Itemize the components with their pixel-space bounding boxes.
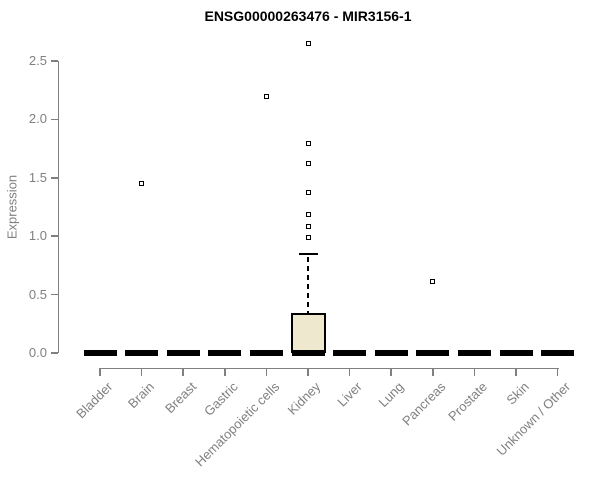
- y-tick-label: 1.5: [28, 169, 47, 185]
- y-tick: [50, 60, 58, 62]
- box-rect: [290, 313, 326, 353]
- median-bar: [457, 350, 491, 356]
- x-tick-label: Liver: [334, 379, 366, 410]
- x-tick-label: Pancreas: [398, 379, 449, 429]
- x-tick: [390, 369, 392, 376]
- median-bar: [374, 350, 408, 356]
- y-tick-label: 0.5: [28, 286, 47, 302]
- x-tick: [99, 369, 101, 376]
- chart-title: ENSG00000263476 - MIR3156-1: [204, 8, 412, 24]
- y-tick: [50, 352, 58, 354]
- y-tick: [50, 177, 58, 179]
- x-tick: [556, 369, 559, 376]
- x-tick-label: Brain: [125, 379, 158, 412]
- median-bar: [499, 350, 533, 356]
- x-tick: [140, 369, 143, 376]
- outlier-point: [305, 190, 311, 196]
- outlier-point: [305, 234, 311, 240]
- y-tick-label: 1.0: [28, 228, 47, 244]
- x-tick-label: Unknown / Other: [493, 379, 574, 459]
- median-bar: [83, 350, 117, 356]
- x-tick: [224, 369, 226, 376]
- x-tick: [265, 369, 268, 376]
- x-tick: [473, 369, 476, 376]
- x-tick-label: Kidney: [284, 379, 324, 418]
- outlier-point: [263, 93, 269, 99]
- outlier-point: [305, 40, 311, 46]
- y-tick: [50, 118, 58, 121]
- x-tick-label: Gastric: [200, 379, 241, 419]
- outlier-point: [305, 161, 311, 167]
- median-bar: [541, 350, 575, 356]
- whisker-line: [307, 256, 309, 314]
- x-tick: [515, 369, 517, 376]
- outlier-point: [305, 224, 311, 230]
- median-bar: [125, 350, 159, 356]
- x-tick-label: Prostate: [445, 379, 491, 424]
- x-tick-label: Bladder: [73, 379, 116, 422]
- y-tick: [50, 235, 58, 237]
- outlier-point: [305, 211, 311, 217]
- median-bar: [166, 350, 200, 356]
- x-tick: [348, 369, 351, 376]
- y-tick-label: 2.5: [28, 53, 47, 68]
- x-tick-label: Skin: [503, 379, 532, 408]
- y-tick-label: 0.0: [28, 345, 47, 360]
- median-bar: [416, 350, 450, 356]
- y-tick-label: 2.0: [28, 111, 47, 127]
- median-bar: [249, 350, 283, 356]
- outlier-point: [305, 141, 311, 147]
- x-tick: [432, 369, 434, 376]
- median-bar: [291, 350, 325, 356]
- x-axis-line: [99, 367, 559, 369]
- y-axis-line: [57, 61, 59, 353]
- x-tick: [307, 369, 309, 376]
- outlier-point: [430, 279, 436, 285]
- x-tick-label: Lung: [375, 379, 407, 411]
- x-tick: [182, 369, 184, 376]
- median-bar: [333, 350, 367, 356]
- median-bar: [208, 350, 242, 356]
- whisker-cap: [298, 252, 318, 256]
- x-tick-label: Breast: [161, 379, 199, 417]
- outlier-point: [139, 181, 145, 187]
- y-tick: [50, 293, 58, 296]
